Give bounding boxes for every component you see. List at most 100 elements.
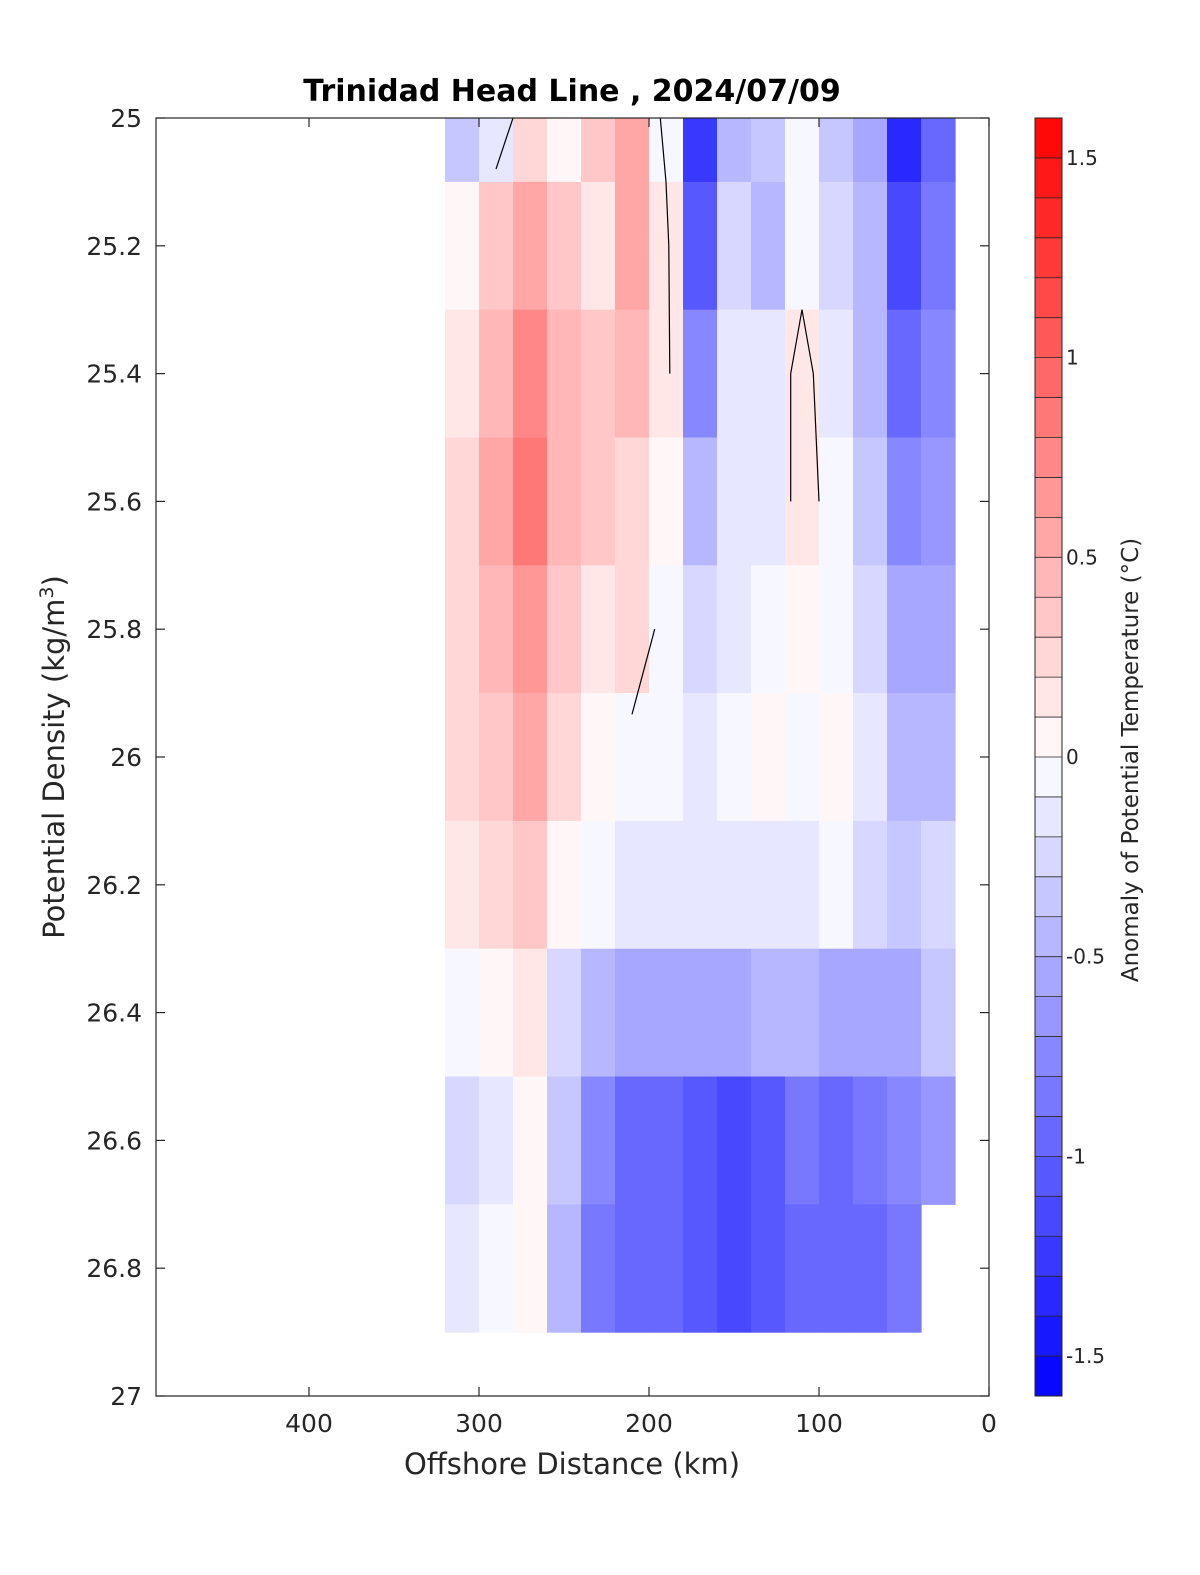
- y-axis-label: Potential Density (kg/m3): [36, 575, 71, 939]
- colorbar-tick-label: -1: [1066, 1144, 1086, 1168]
- zero-contour-segment: [812, 373, 820, 502]
- anomaly-cell: [513, 948, 548, 1078]
- anomaly-cell: [513, 181, 548, 311]
- anomaly-cell: [853, 181, 888, 311]
- x-tick-label: 300: [455, 1409, 503, 1438]
- anomaly-cell: [581, 181, 616, 311]
- anomaly-cell: [649, 948, 684, 1078]
- anomaly-cell: [547, 820, 582, 950]
- anomaly-cell: [921, 118, 956, 183]
- anomaly-cell: [785, 948, 820, 1078]
- anomaly-cell: [921, 693, 956, 822]
- anomaly-cell: [785, 565, 820, 694]
- anomaly-cell: [479, 309, 514, 439]
- anomaly-cell: [445, 948, 480, 1078]
- zero-contour-segment: [631, 629, 656, 715]
- x-axis-label: Offshore Distance (km): [404, 1447, 740, 1481]
- anomaly-cell: [615, 181, 650, 311]
- colorbar-tick-label: -0.5: [1066, 945, 1105, 969]
- anomaly-cell: [853, 693, 888, 822]
- anomaly-field: [445, 118, 956, 1333]
- anomaly-cell: [445, 565, 480, 694]
- anomaly-cell: [751, 1204, 786, 1333]
- colorbar-swatch: [1035, 277, 1062, 319]
- x-tick-label: 400: [285, 1409, 333, 1438]
- anomaly-cell: [819, 820, 854, 950]
- anomaly-cell: [445, 1204, 480, 1333]
- anomaly-cell: [921, 565, 956, 694]
- anomaly-cell: [683, 948, 718, 1078]
- anomaly-cell: [649, 1204, 684, 1333]
- anomaly-cell: [581, 948, 616, 1078]
- anomaly-cell: [785, 820, 820, 950]
- zero-contour-segment: [801, 309, 814, 374]
- zero-contour-segment: [668, 245, 671, 374]
- anomaly-cell: [853, 309, 888, 439]
- colorbar-swatch: [1035, 717, 1062, 758]
- anomaly-cell: [479, 437, 514, 566]
- y-tick-label: 25.2: [86, 232, 142, 261]
- anomaly-cell: [819, 1204, 854, 1333]
- colorbar-swatch: [1035, 557, 1062, 598]
- anomaly-cell: [785, 118, 820, 183]
- anomaly-cell: [479, 1204, 514, 1333]
- anomaly-cell: [921, 181, 956, 311]
- anomaly-cell: [853, 437, 888, 566]
- anomaly-cell: [445, 181, 480, 311]
- anomaly-cell: [615, 118, 650, 183]
- anomaly-cell: [717, 1076, 752, 1205]
- colorbar-swatch: [1035, 996, 1062, 1038]
- anomaly-cell: [819, 565, 854, 694]
- anomaly-cell: [751, 1076, 786, 1205]
- zero-contour-segment: [790, 309, 803, 374]
- anomaly-cell: [615, 437, 650, 566]
- anomaly-cell: [547, 437, 582, 566]
- anomaly-cell: [581, 118, 616, 183]
- colorbar-swatch: [1035, 237, 1062, 279]
- colorbar-swatch: [1035, 1076, 1062, 1117]
- anomaly-cell: [581, 820, 616, 950]
- anomaly-cell: [785, 1076, 820, 1205]
- colorbar-swatch: [1035, 876, 1062, 918]
- anomaly-cell: [853, 565, 888, 694]
- anomaly-cell: [751, 565, 786, 694]
- anomaly-cell: [513, 118, 548, 183]
- anomaly-cell: [615, 565, 650, 694]
- colorbar-tick-label: 0: [1066, 745, 1079, 769]
- anomaly-cell: [649, 309, 684, 439]
- y-tick-label: 26.6: [86, 1126, 142, 1155]
- anomaly-cell: [615, 1204, 650, 1333]
- anomaly-cell: [887, 1076, 922, 1205]
- anomaly-cell: [683, 1076, 718, 1205]
- anomaly-cell: [717, 693, 752, 822]
- anomaly-cell: [513, 565, 548, 694]
- anomaly-cell: [445, 437, 480, 566]
- anomaly-cell: [717, 820, 752, 950]
- zero-contour-segment: [659, 118, 667, 182]
- anomaly-cell: [921, 309, 956, 439]
- anomaly-cell: [887, 820, 922, 950]
- anomaly-cell: [547, 181, 582, 311]
- anomaly-cell: [717, 948, 752, 1078]
- y-tick-label: 26: [110, 743, 142, 772]
- y-axis-label-superscript: 3: [36, 586, 58, 598]
- colorbar-swatch: [1035, 956, 1062, 998]
- y-tick-label: 25.6: [86, 487, 142, 516]
- anomaly-cell: [683, 309, 718, 439]
- anomaly-cell: [921, 948, 956, 1078]
- anomaly-cell: [751, 181, 786, 311]
- anomaly-cell: [751, 437, 786, 566]
- anomaly-cell: [887, 118, 922, 183]
- colorbar-swatch: [1035, 637, 1062, 678]
- colorbar-swatch: [1035, 477, 1062, 518]
- colorbar-tick-label: 1: [1066, 346, 1079, 370]
- anomaly-cell: [649, 820, 684, 950]
- colorbar-label: Anomaly of Potential Temperature (°C): [1118, 538, 1144, 982]
- anomaly-cell: [581, 565, 616, 694]
- x-tick-label: 100: [795, 1409, 843, 1438]
- zero-contour-segment: [665, 181, 670, 246]
- zero-contour-segment: [495, 118, 514, 170]
- colorbar-tick-label: 1.5: [1066, 146, 1098, 170]
- colorbar: 1.5 1 0.5 0 -0.5 -1 -1.5: [1034, 117, 1105, 1397]
- anomaly-cell: [887, 693, 922, 822]
